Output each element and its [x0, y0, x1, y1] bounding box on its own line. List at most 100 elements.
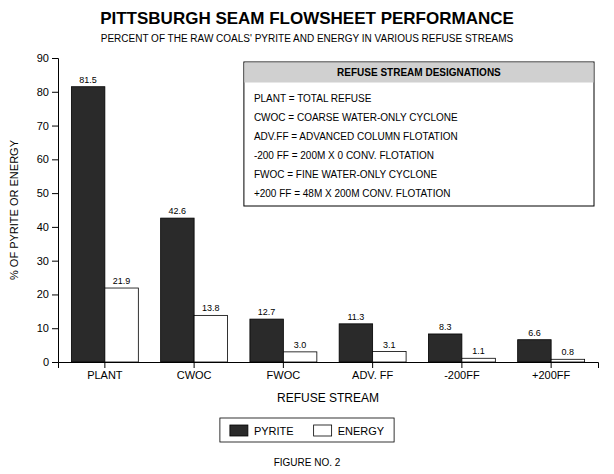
y-tick-mark — [52, 58, 58, 59]
y-tick: 50 — [37, 187, 58, 199]
chart: PITTSBURGH SEAM FLOWSHEET PERFORMANCE PER… — [0, 0, 614, 474]
y-tick: 30 — [37, 255, 58, 267]
y-tick: 10 — [37, 322, 58, 334]
legend-swatch — [230, 425, 248, 436]
data-label: 3.0 — [294, 340, 307, 350]
y-tick-mark — [52, 362, 58, 363]
x-tick-label: PLANT — [87, 369, 123, 381]
plot: 0 10 20 30 40 50 60 70 80 90 PLANT CWOC FWOC ADV. FF -… — [8, 52, 599, 405]
x-tick-mark — [104, 362, 105, 368]
bar — [339, 324, 372, 362]
annotation: FWOC = FINE WATER-ONLY CYCLONE — [254, 169, 438, 180]
bar — [250, 319, 283, 362]
y-tick-label: 70 — [37, 120, 49, 132]
x-tick: ADV. FF — [352, 362, 393, 381]
legend-label: ENERGY — [338, 425, 385, 437]
bar — [518, 340, 551, 362]
bar — [373, 352, 406, 362]
annotation-header — [244, 63, 593, 83]
x-tick-mark — [194, 362, 195, 368]
data-label: 8.3 — [439, 322, 452, 332]
annotation: ADV.FF = ADVANCED COLUMN FLOTATION — [254, 131, 458, 142]
data-label: 21.9 — [113, 276, 131, 286]
bar — [194, 315, 227, 362]
y-tick: 90 — [37, 52, 58, 64]
x-tick-label: ADV. FF — [352, 369, 393, 381]
y-tick-mark — [52, 159, 58, 160]
bar — [283, 352, 316, 362]
y-tick: 70 — [37, 120, 58, 132]
y-tick: 20 — [37, 288, 58, 300]
axis-line — [59, 363, 599, 369]
annotation-frame — [244, 62, 594, 206]
x-tick: -200FF — [444, 362, 480, 381]
legend-item: ENERGY — [314, 425, 385, 437]
x-tick-mark — [461, 362, 462, 368]
y-tick-label: 0 — [43, 356, 49, 368]
x-tick-label: FWOC — [267, 369, 301, 381]
annotation-title: REFUSE STREAM DESIGNATIONS — [337, 67, 501, 78]
bar — [105, 288, 138, 362]
y-tick-label: 40 — [37, 221, 49, 233]
y-tick-label: 20 — [37, 288, 49, 300]
x-tick-label: CWOC — [177, 369, 212, 381]
data-label: 6.6 — [528, 328, 541, 338]
x-axis: PLANT CWOC FWOC ADV. FF -200FF +200FF — [59, 362, 599, 381]
x-tick: PLANT — [87, 362, 123, 381]
y-tick-mark — [52, 92, 58, 93]
y-tick-mark — [52, 193, 58, 194]
data-label: 81.5 — [79, 75, 97, 85]
data-label: 12.7 — [258, 307, 276, 317]
annotation: -200 FF = 200M X 0 CONV. FLOTATION — [254, 150, 434, 161]
legend-frame — [220, 418, 394, 442]
axis-line — [52, 59, 59, 363]
caption: FIGURE NO. 2 — [274, 457, 341, 468]
y-tick-mark — [52, 328, 58, 329]
y-tick-label: 60 — [37, 153, 49, 165]
x-tick-label: +200FF — [532, 369, 570, 381]
x-tick-mark — [372, 362, 373, 368]
y-tick-mark — [52, 227, 58, 228]
x-tick: FWOC — [267, 362, 301, 381]
data-label: 11.3 — [347, 312, 364, 322]
data-label: 13.8 — [202, 303, 220, 313]
y-tick-label: 80 — [37, 86, 49, 98]
y-axis: 0 10 20 30 40 50 60 70 80 90 — [37, 52, 59, 368]
x-tick: +200FF — [532, 362, 570, 381]
y-tick: 0 — [43, 356, 58, 368]
bar — [161, 218, 194, 362]
y-tick-mark — [52, 126, 58, 127]
y-axis-title: % OF PYRITE OR ENERGY — [8, 139, 20, 280]
legend: PYRITE ENERGY — [220, 418, 394, 442]
x-tick-label: -200FF — [444, 369, 480, 381]
y-tick-label: 50 — [37, 187, 49, 199]
x-axis-title: REFUSE STREAM — [277, 391, 379, 405]
annotation: +200 FF = 48M X 200M CONV. FLOTATION — [254, 188, 451, 199]
series — [105, 288, 585, 362]
subtitle: PERCENT OF THE RAW COALS' PYRITE AND ENE… — [101, 33, 514, 44]
bar — [551, 359, 584, 362]
legend-item: PYRITE — [230, 425, 294, 437]
bar — [462, 358, 495, 362]
legend-label: PYRITE — [254, 425, 294, 437]
data-label: 1.1 — [472, 346, 485, 356]
data-label: 3.1 — [383, 340, 396, 350]
x-tick: CWOC — [177, 362, 212, 381]
annotation: PLANT = TOTAL REFUSE — [254, 93, 372, 104]
y-tick-label: 90 — [37, 52, 49, 64]
annotation: CWOC = COARSE WATER-ONLY CYCLONE — [254, 112, 458, 123]
bar — [428, 334, 461, 362]
y-tick: 80 — [37, 86, 58, 98]
y-tick: 60 — [37, 153, 58, 165]
title: PITTSBURGH SEAM FLOWSHEET PERFORMANCE — [100, 9, 514, 28]
y-tick-label: 30 — [37, 255, 49, 267]
y-tick-mark — [52, 261, 58, 262]
y-tick-mark — [52, 294, 58, 295]
annotation-box: REFUSE STREAM DESIGNATIONS PLANT = TOTAL … — [244, 62, 594, 206]
y-tick: 40 — [37, 221, 58, 233]
x-tick-mark — [283, 362, 284, 368]
legend-swatch — [314, 425, 332, 436]
y-tick-label: 10 — [37, 322, 49, 334]
data-label: 42.6 — [169, 206, 187, 216]
x-tick-mark — [551, 362, 552, 368]
